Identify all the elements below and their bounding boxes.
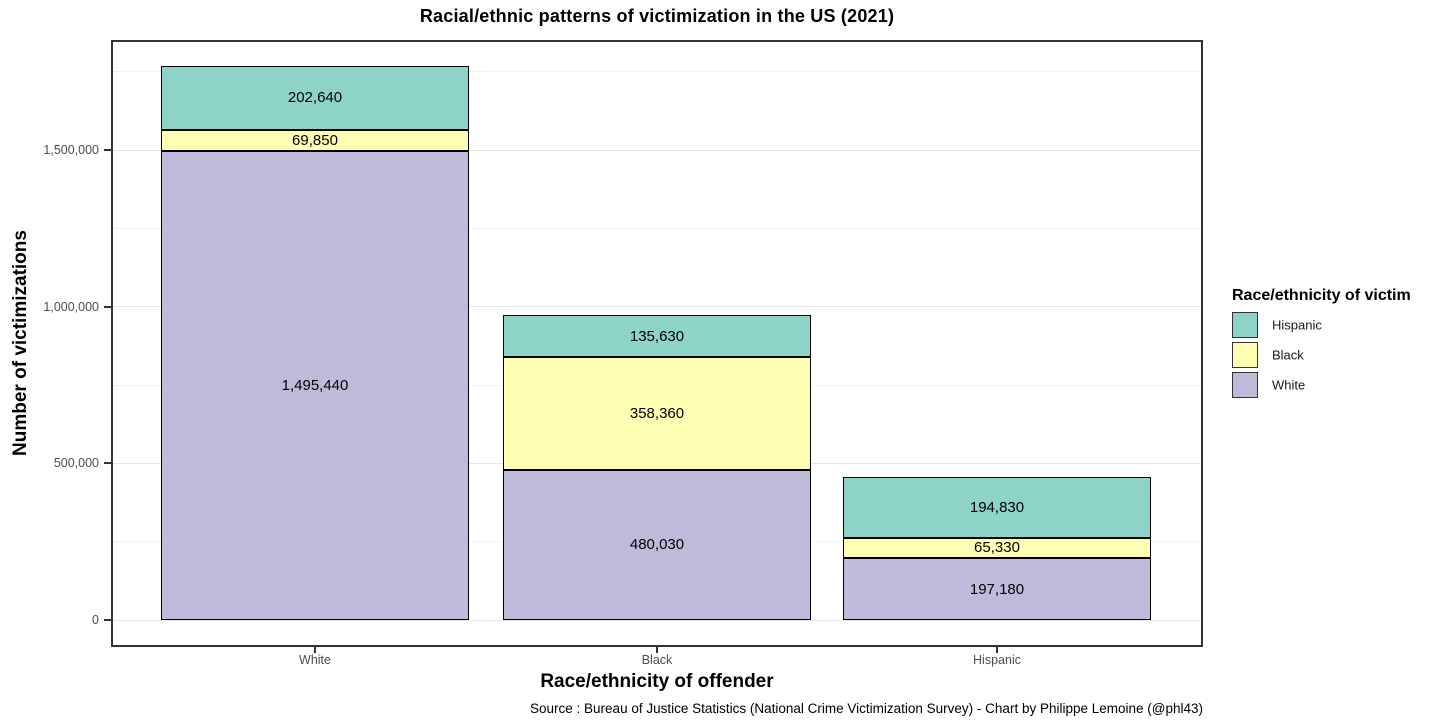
x-axis-title: Race/ethnicity of offender (540, 671, 774, 692)
legend-swatch-black (1232, 342, 1258, 368)
legend-swatch-white (1232, 372, 1258, 398)
y-tick (104, 149, 111, 151)
gridline-major (113, 149, 1201, 151)
legend-entry-hispanic: Hispanic (1232, 312, 1452, 338)
legend-label: White (1272, 377, 1306, 393)
bar-value-label: 197,180 (969, 580, 1025, 598)
x-tick (656, 647, 658, 653)
segment-black-offender-hispanic-victim: 135,630 (503, 314, 811, 358)
y-tick-label: 500,000 (53, 456, 99, 471)
bar-value-label: 69,850 (292, 131, 338, 149)
legend-label: Black (1272, 347, 1304, 363)
y-tick-label: 1,000,000 (43, 299, 99, 314)
segment-black-offender-black-victim: 358,360 (503, 357, 811, 470)
y-tick-label: 0 (92, 613, 99, 627)
y-tick (104, 619, 111, 621)
bar-value-label: 135,630 (629, 327, 685, 345)
legend-label: Hispanic (1272, 317, 1322, 333)
y-tick (104, 305, 111, 308)
bar-value-label: 194,830 (969, 498, 1025, 516)
chart-title: Racial/ethnic patterns of victimization … (419, 6, 895, 26)
segment-white-offender-black-victim: 69,850 (161, 129, 469, 152)
gridline-major (113, 619, 1201, 621)
legend: Race/ethnicity of victim Hispanic Black Wh… (1225, 287, 1456, 417)
bar-value-label: 202,640 (287, 89, 343, 107)
legend-swatch-hispanic (1232, 312, 1258, 338)
y-tick-label: 1,500,000 (43, 143, 99, 157)
segment-white-offender-white-victim: 1,495,440 (161, 151, 469, 620)
x-tick (996, 647, 998, 653)
y-tick (104, 462, 111, 465)
source-caption: Source : Bureau of Justice Statistics (N… (530, 701, 1203, 716)
legend-title: Race/ethnicity of victim (1232, 287, 1411, 304)
y-axis-title: Number of victimizations (10, 230, 31, 456)
segment-hispanic-offender-black-victim: 65,330 (843, 537, 1151, 559)
x-tick-label: Black (641, 653, 673, 667)
x-tick-label: Hispanic (973, 653, 1021, 667)
x-tick-label: White (299, 653, 331, 667)
gridline-major (113, 306, 1201, 308)
gridline-minor (113, 227, 1201, 229)
bar-value-label: 65,330 (974, 539, 1020, 557)
gridline-minor (113, 71, 1201, 73)
bar-value-label: 1,495,440 (281, 377, 349, 395)
legend-entry-white: White (1232, 372, 1452, 398)
bar-value-label: 480,030 (629, 536, 685, 554)
x-tick (314, 647, 316, 653)
segment-white-offender-hispanic-victim: 202,640 (161, 66, 469, 130)
legend-entry-black: Black (1232, 342, 1452, 368)
segment-hispanic-offender-hispanic-victim: 194,830 (843, 476, 1151, 538)
segment-black-offender-white-victim: 480,030 (503, 469, 811, 620)
plot-panel: 1,495,440 69,850 202,640 480,030 358,360 135,… (111, 40, 1203, 647)
bar-value-label: 358,360 (629, 404, 685, 422)
segment-hispanic-offender-white-victim: 197,180 (843, 558, 1151, 620)
